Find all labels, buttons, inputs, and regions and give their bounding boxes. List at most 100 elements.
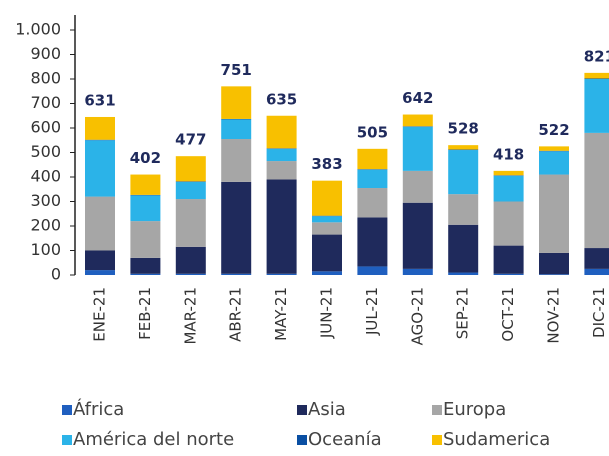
- bar-segment: [584, 132, 609, 249]
- bar-segment: [130, 174, 161, 195]
- y-tick-label: 900: [30, 44, 61, 63]
- bar-segment: [266, 148, 297, 162]
- legend-label: África: [73, 398, 124, 420]
- total-label: 505: [357, 123, 388, 141]
- x-tick-label: ABR-21: [227, 287, 245, 342]
- bar-segment: [175, 273, 206, 275]
- bar-segment: [175, 199, 206, 247]
- bar-segment: [221, 181, 252, 274]
- bar-segment: [85, 270, 115, 275]
- legend-swatch: [432, 405, 442, 415]
- bar-segment: [402, 126, 433, 171]
- y-tick-label: 400: [30, 167, 61, 186]
- bar-segment: [85, 140, 115, 197]
- x-tick-label: JUN-21: [318, 287, 336, 339]
- bar-segment: [312, 234, 342, 272]
- bar-segment: [493, 273, 524, 275]
- total-label: 751: [221, 61, 252, 79]
- bar-segment: [357, 188, 388, 218]
- y-tick-label: 200: [30, 216, 61, 235]
- y-tick-label: 100: [30, 240, 61, 259]
- y-tick-label: 700: [30, 93, 61, 112]
- total-label: 528: [448, 120, 479, 138]
- bar-segment: [493, 245, 524, 274]
- bar-segment: [130, 221, 161, 258]
- bar-segment: [357, 169, 388, 189]
- x-tick-label: FEB-21: [136, 287, 154, 340]
- bar-segment: [493, 201, 524, 246]
- legend-swatch: [432, 435, 442, 445]
- total-label: 635: [266, 90, 297, 108]
- bar-segment: [493, 170, 524, 176]
- bar-segment: [85, 250, 115, 271]
- bar-segment: [357, 266, 388, 275]
- bar-segment: [402, 202, 433, 269]
- x-tick-label: DIC-21: [590, 287, 608, 338]
- legend-swatch: [62, 435, 72, 445]
- y-tick-label: 300: [30, 191, 61, 210]
- bar-segment: [175, 181, 206, 200]
- legend-swatch: [62, 405, 72, 415]
- bar-segment: [312, 271, 342, 275]
- bar-segment: [357, 217, 388, 267]
- bar-segment: [221, 273, 252, 275]
- bar-segment: [175, 156, 206, 182]
- bar-segment: [584, 72, 609, 79]
- total-label: 383: [311, 155, 342, 173]
- total-label: 402: [130, 149, 161, 167]
- bar-segment: [584, 79, 609, 133]
- bar-segment: [402, 268, 433, 275]
- y-tick-label: 1.000: [15, 20, 61, 39]
- bar-segment: [402, 170, 433, 203]
- bar-segment: [584, 268, 609, 275]
- bar-segment: [448, 194, 479, 225]
- bar-segment: [266, 179, 297, 274]
- bar-segment: [221, 119, 252, 140]
- total-label: 522: [538, 121, 569, 139]
- bar-segment: [448, 145, 479, 150]
- legend-swatch: [297, 435, 307, 445]
- bar-segment: [175, 246, 206, 274]
- bar-segment: [448, 150, 479, 195]
- total-label: 631: [84, 91, 115, 109]
- bar-segment: [539, 146, 569, 151]
- y-tick-label: 0: [51, 265, 61, 284]
- bar-segment: [584, 248, 609, 269]
- bar-segment: [539, 174, 569, 253]
- legend-swatch: [297, 405, 307, 415]
- x-tick-label: SEP-21: [454, 287, 472, 339]
- bar-segment: [130, 195, 161, 222]
- legend-label: Oceanía: [308, 429, 382, 450]
- legend-label: Sudamerica: [443, 429, 550, 450]
- bar-segment: [266, 273, 297, 275]
- legend-label: América del norte: [73, 429, 234, 450]
- bar-segment: [85, 196, 115, 251]
- x-tick-label: MAR-21: [181, 287, 199, 345]
- bar-segment: [539, 151, 569, 175]
- bar-segment: [221, 86, 252, 119]
- total-label: 418: [493, 145, 524, 163]
- bar-segment: [539, 252, 569, 275]
- total-label: 821: [584, 47, 609, 65]
- legend-label: Asia: [308, 399, 346, 420]
- bar-segment: [402, 114, 433, 127]
- x-tick-label: NOV-21: [545, 287, 563, 344]
- y-tick-label: 600: [30, 118, 61, 137]
- bar-segment: [448, 224, 479, 273]
- x-tick-label: ENE-21: [91, 287, 109, 342]
- bar-segment: [357, 148, 388, 170]
- total-label: 642: [402, 89, 433, 107]
- bar-segment: [312, 180, 342, 216]
- y-tick-label: 800: [30, 69, 61, 88]
- legend-label: Europa: [443, 399, 506, 420]
- bar-segment: [266, 161, 297, 180]
- bar-segment: [493, 175, 524, 202]
- bar-segment: [266, 115, 297, 149]
- y-tick-label: 500: [30, 142, 61, 161]
- bar-segment: [85, 116, 115, 140]
- total-label: 477: [175, 131, 206, 149]
- bar-segment: [130, 257, 161, 274]
- x-tick-label: MAY-21: [272, 287, 290, 341]
- bar-segment: [130, 273, 161, 275]
